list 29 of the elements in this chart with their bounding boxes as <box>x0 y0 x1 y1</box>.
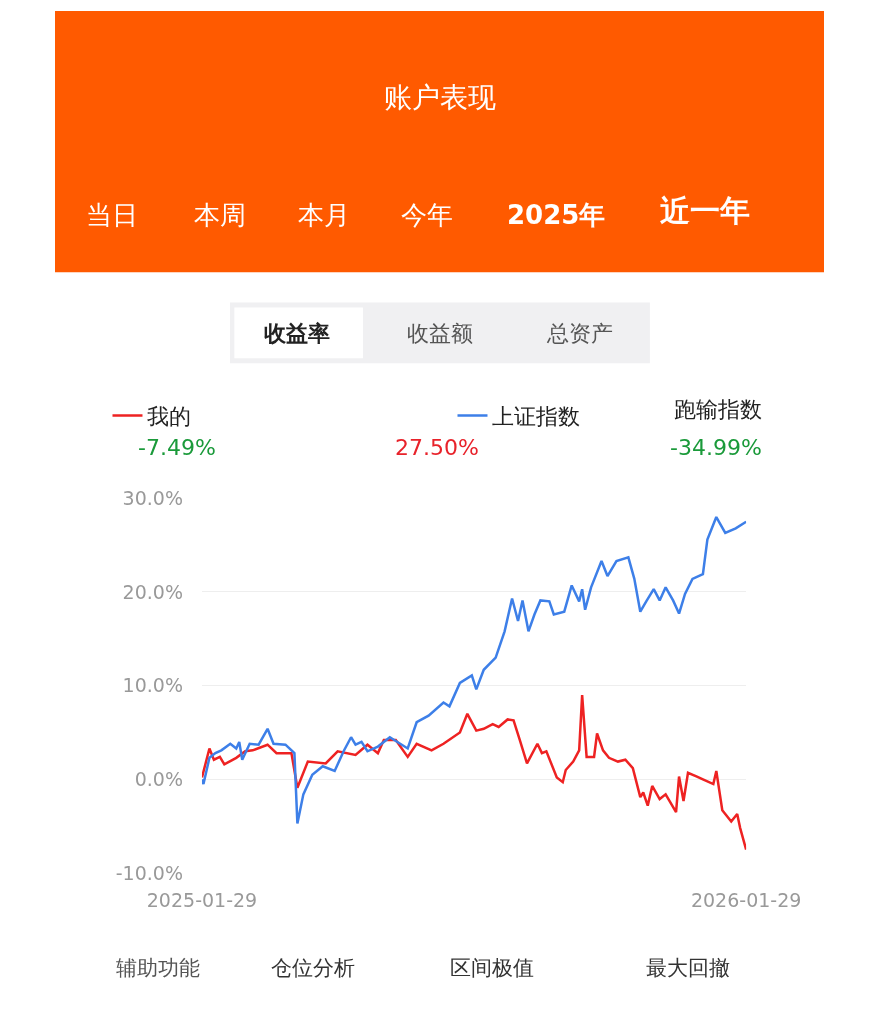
x-tick-label: 2025-01-29 <box>146 889 258 912</box>
x-tick-label: 2026-01-29 <box>690 889 802 912</box>
y-tick-label: 30.0% <box>122 486 183 509</box>
text: 仓位分析 <box>271 956 355 980</box>
text: 今年 <box>401 200 453 230</box>
y-tick-label: 0.0% <box>134 768 183 791</box>
text: 辅助功能 <box>116 956 200 980</box>
y-tick-label: 10.0% <box>122 674 183 697</box>
chart-title: 账户表现 <box>383 80 496 114</box>
text: -34.99% <box>670 435 762 460</box>
text: 本月 <box>298 200 350 230</box>
y-tick-label: -10.0% <box>115 861 183 884</box>
text: 跑输指数 <box>674 397 762 422</box>
text: 收益额 <box>407 321 473 346</box>
text: 本周 <box>194 200 246 230</box>
legend-label: 上证指数 <box>492 403 581 429</box>
text: 当日 <box>86 200 138 230</box>
text: 近一年 <box>660 193 750 228</box>
text: 总资产 <box>546 321 613 346</box>
line-series <box>201 693 747 851</box>
y-tick-label: 20.0% <box>122 580 183 603</box>
text: 收益率 <box>264 321 330 346</box>
text: 27.50% <box>395 435 479 460</box>
text: -7.49% <box>138 435 216 460</box>
line-series <box>201 515 747 825</box>
text: 2025年 <box>507 200 606 230</box>
text: 区间极值 <box>450 956 534 980</box>
legend-label: 我的 <box>147 403 192 429</box>
text: 最大回撤 <box>646 956 730 980</box>
